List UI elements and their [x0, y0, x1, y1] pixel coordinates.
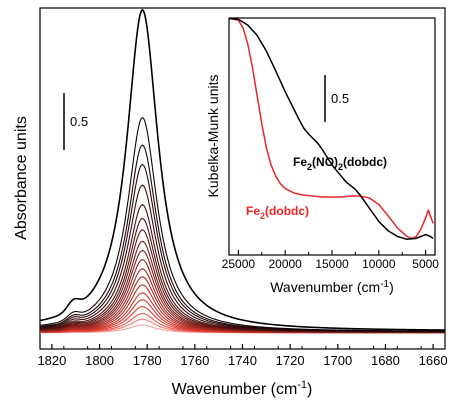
main-x-axis-title: Wavenumber (cm-1) [172, 379, 313, 398]
main-x-tick-label: 1800 [85, 353, 114, 368]
main-x-axis-title-sup: -1 [297, 379, 307, 391]
inset-y-axis-title: Kubelka-Munk units [205, 75, 221, 198]
inset-legend-no: Fe2(NO)2(dobdc) [293, 155, 387, 172]
inset-x-tick-label: 25000 [222, 257, 256, 271]
inset-legend-fe-fe: Fe [246, 204, 260, 218]
main-series-line [39, 8, 446, 331]
inset-series-group [228, 17, 434, 241]
inset-x-tick-label: 10000 [362, 257, 396, 271]
main-x-tick-label: 1720 [276, 353, 305, 368]
inset-x-axis-title-text: Wavenumber (cm [270, 279, 380, 295]
main-y-axis-title: Absorbance units [13, 116, 30, 240]
inset-scale-label: 0.5 [331, 91, 349, 106]
main-scale-label: 0.5 [70, 114, 88, 129]
inset-legend-fe: Fe2(dobdc) [246, 204, 309, 221]
main-x-tick-label: 1780 [133, 353, 162, 368]
main-x-tick-label: 1680 [371, 353, 400, 368]
inset-x-axis-title-end: ) [389, 279, 394, 295]
inset-frame [228, 17, 436, 256]
main-x-axis-title-end: ) [307, 381, 312, 398]
inset-legend-no-sub1: 2 [307, 162, 312, 172]
inset-x-tick-label: 20000 [268, 257, 302, 271]
main-series-group [39, 8, 446, 334]
inset-series-line [228, 17, 434, 241]
inset-x-axis-title-sup: -1 [380, 279, 389, 290]
main-x-tick-label: 1700 [323, 353, 352, 368]
main-x-tick-label: 1760 [180, 353, 209, 368]
inset-x-axis-title: Wavenumber (cm-1) [270, 279, 394, 295]
main-x-tick-label: 1740 [228, 353, 257, 368]
inset-legend-no-fe: Fe [293, 155, 307, 169]
main-x-tick-label: 1660 [419, 353, 448, 368]
inset-x-ticks: 25000 20000 15000 10000 5000 [222, 250, 439, 271]
inset-legend-no-end: (dobdc) [343, 155, 387, 169]
inset-legend-fe-sub: 2 [260, 211, 265, 221]
inset-legend-no-sub2: 2 [338, 162, 343, 172]
inset-legend-fe-end: (dobdc) [265, 204, 309, 218]
inset-x-tick-label: 5000 [412, 257, 439, 271]
inset-series-line [228, 17, 434, 240]
main-x-ticks: 1820 1800 1780 1760 1740 1720 1700 1680 1660 [37, 344, 448, 368]
main-series-line [39, 116, 446, 332]
main-x-axis-title-text: Wavenumber (cm [172, 381, 298, 398]
inset-legend-no-mid: (NO) [312, 155, 338, 169]
main-x-tick-label: 1820 [37, 353, 66, 368]
inset-x-tick-label: 15000 [315, 257, 349, 271]
